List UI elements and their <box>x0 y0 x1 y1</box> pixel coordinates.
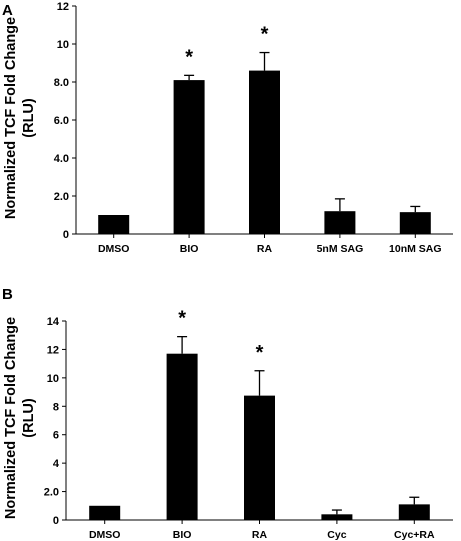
panel-a-bar <box>249 70 280 234</box>
panel-a-category-label: 5nM SAG <box>317 243 364 255</box>
panel-a-category-label: 10nM SAG <box>389 243 442 255</box>
panel-b-y-axis-unit: (RLU) <box>21 398 37 438</box>
panel-b-y-tick-label: 8 <box>53 401 59 413</box>
panel-a-y-axis-unit: (RLU) <box>21 98 37 138</box>
panel-a-label: A <box>2 2 13 19</box>
panel-b-category-label: Cyc <box>327 529 346 541</box>
panel-b-category-label: RA <box>252 529 268 541</box>
panel-b-bar <box>89 505 121 520</box>
panel-b-y-tick-label: 10 <box>47 373 59 385</box>
panel-b-y-tick-label: 6 <box>53 430 59 442</box>
panel-b-y-axis-label: Normalized TCF Fold Change <box>3 317 19 519</box>
panel-b-y-tick-label: 4 <box>53 458 60 470</box>
panel-a-y-tick-label: 0 <box>63 229 69 241</box>
panel-a-category-label: BIO <box>180 243 199 255</box>
panel-b-category-label: DMSO <box>89 529 121 541</box>
panel-a-y-tick-label: 6.0 <box>54 115 69 127</box>
panel-a-y-tick-label: 4.0 <box>54 153 69 165</box>
panel-b-category-label: BIO <box>173 529 192 541</box>
panel-a-bar <box>324 211 356 234</box>
panel-a-y-axis-label: Normalized TCF Fold Change <box>3 17 19 219</box>
panel-a-category-label: DMSO <box>98 243 130 255</box>
panel-a-significance-mark: * <box>261 24 269 46</box>
panel-a-category-label: RA <box>257 243 273 255</box>
panel-a: A Normalized TCF Fold Change (RLU) 0 2.0 4… <box>2 1 453 255</box>
panel-a-y-tick-label: 8.0 <box>54 77 69 89</box>
panel-b-y-tick-label: 14 <box>47 316 60 328</box>
panel-b-significance-mark: * <box>256 342 264 364</box>
panel-a-bar <box>173 80 205 234</box>
panel-b: B Normalized TCF Fold Change (RLU) 0 2.0 4… <box>2 286 453 541</box>
panel-a-y-tick-label: 2.0 <box>54 191 69 203</box>
panel-b-bar <box>244 395 275 520</box>
panel-b-bar <box>321 514 353 520</box>
panel-b-y-tick-label: 0 <box>53 515 59 527</box>
panel-a-y-tick-label: 10 <box>57 39 69 51</box>
panel-b-bar <box>398 504 430 520</box>
panel-a-bar <box>399 212 431 234</box>
panel-b-y-tick-label: 12 <box>47 344 59 356</box>
panel-b-significance-mark: * <box>178 308 186 330</box>
panel-a-bar <box>98 215 130 234</box>
panel-b-bar <box>166 353 198 520</box>
panel-b-y-tick-label: 2.0 <box>44 487 59 499</box>
panel-a-y-tick-label: 12 <box>57 1 69 13</box>
panel-b-category-label: Cyc+RA <box>394 529 435 541</box>
panel-a-significance-mark: * <box>185 46 193 68</box>
panel-b-label: B <box>2 286 13 303</box>
